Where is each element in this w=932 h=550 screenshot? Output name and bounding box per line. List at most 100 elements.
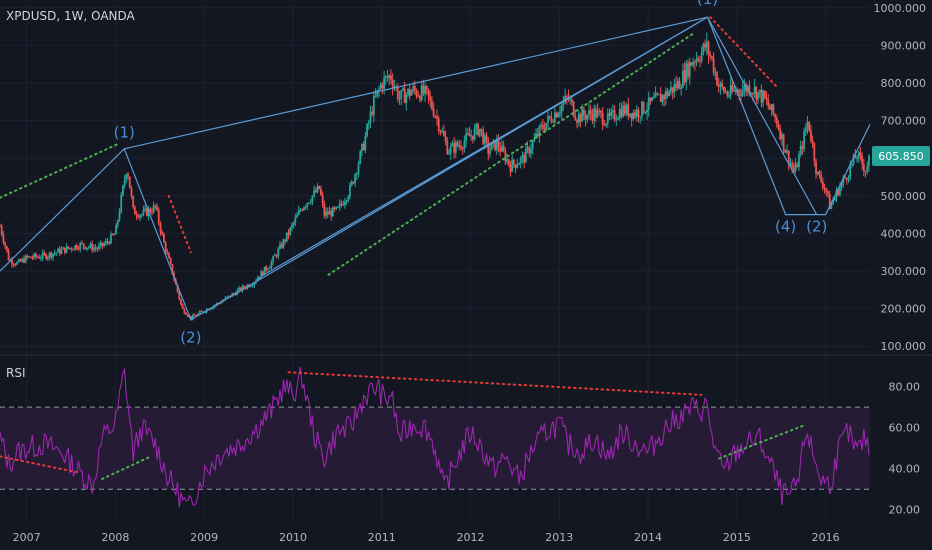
candle-body [714,72,717,74]
candle-body [308,202,310,204]
candle-body [559,112,561,114]
candle-body [379,84,382,89]
candle-body [106,241,109,243]
candle-body [420,85,423,101]
candle-body [680,87,683,89]
candle-body [215,303,218,305]
candle-body [591,114,594,121]
candle-body [468,133,471,137]
candle-body [291,224,293,228]
candle-body [745,85,747,92]
candle-body [765,98,768,101]
candle-body [374,95,377,97]
candle-body [862,164,865,172]
candle-body [446,141,449,155]
candle-body [724,91,727,93]
candle-body [475,124,478,129]
time-axis[interactable]: 2007 2008 2009 2010 2011 2012 2013 2014 2015 2016 [13,531,840,544]
candle-body [625,104,628,114]
candle-body [536,133,539,137]
rsi-axis[interactable]: 20.00 40.00 60.00 80.00 [889,381,921,517]
candle-body [33,253,36,258]
candle-body [104,241,107,244]
last-price-tag: 605.850 [872,145,930,166]
candle-body [181,304,184,309]
candle-body [111,234,114,236]
candle-body [197,313,199,316]
candle-body [637,109,640,117]
candle-body [753,87,756,94]
candle-body [164,242,167,253]
candle-body [306,202,309,207]
candle-body [647,97,650,110]
candle-body [804,128,807,132]
candle-body [659,94,662,102]
candle-body [67,246,70,249]
candle-body [670,87,672,92]
candle-body [185,313,187,315]
candle-body [482,130,485,144]
candle-body [550,117,553,122]
candle-body [103,243,106,246]
candle-body [410,91,413,96]
candle-body [774,114,776,118]
candle-body [364,136,367,151]
price-tick-label: 100.000 [881,340,927,353]
candle-body [512,159,515,165]
wave-label: (1) [114,124,135,142]
candle-body [333,207,336,209]
rsi-label: RSI [6,366,26,380]
candle-body [439,130,442,133]
candle-body [859,152,862,157]
candle-body [540,124,543,126]
candle-body [239,287,242,291]
candle-body [538,125,541,137]
candle-body [521,155,524,158]
candle-body [828,193,831,210]
candle-body [547,115,549,123]
candle-body [46,256,49,259]
price-dotted-trendline [167,194,192,254]
wave-label: (4) [775,218,796,236]
candle-body [849,165,852,178]
candle-body [330,211,333,217]
candle-body [729,85,732,96]
time-tick-label: 2009 [190,531,218,544]
candle-body [219,303,222,305]
candle-body [5,246,8,251]
candle-body [267,268,269,270]
candle-body [596,110,599,118]
candle-body [70,247,73,250]
candle-body [704,43,706,48]
candle-body [750,93,753,95]
candle-body [451,143,454,147]
price-tick-label: 300.000 [881,265,927,278]
candle-body [789,163,792,165]
candle-body [792,167,795,172]
rsi-dotted-trendlines [0,371,805,480]
elliott-wave-lines [0,16,871,321]
candle-body [483,135,486,144]
candle-body [847,177,850,180]
candle-body [490,143,493,151]
candle-body [796,164,799,168]
candle-body [362,143,365,151]
candle-body [690,62,693,66]
candle-body [91,243,94,251]
candle-body [162,234,165,243]
candle-body [823,187,826,189]
candle-body [139,215,141,218]
candle-body [531,141,534,150]
candle-body [642,101,645,113]
candle-body [127,174,129,177]
candle-body [156,206,158,210]
candle-body [14,264,17,266]
candle-body [345,200,348,202]
candle-body [449,146,452,154]
candle-body [268,267,271,269]
candle-body [629,113,631,117]
wave-labels: (1) (2) (4) (2) (1) [114,0,828,346]
candle-body [7,250,10,261]
candle-body [726,91,729,96]
